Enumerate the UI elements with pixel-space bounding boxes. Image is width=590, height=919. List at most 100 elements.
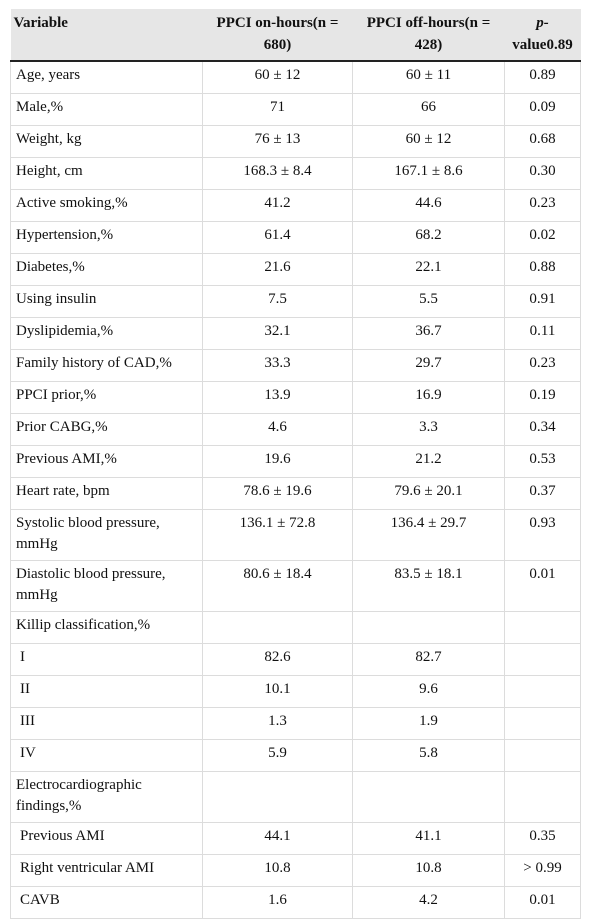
row-label: Killip classification,% xyxy=(10,611,203,644)
off-hours-value: 36.7 xyxy=(352,317,505,350)
on-hours-value: 71 xyxy=(202,93,353,126)
table-row: Right ventricular AMI 10.8 10.8 > 0.99 xyxy=(10,854,581,887)
off-hours-value: 21.2 xyxy=(352,445,505,478)
p-value-header: p-value0.89 xyxy=(504,9,581,62)
off-hours-value: 60 ± 11 xyxy=(352,60,505,94)
row-label: Right ventricular AMI xyxy=(10,854,203,887)
p-value: 0.30 xyxy=(504,157,581,190)
off-hours-value: 82.7 xyxy=(352,643,505,676)
p-value: 0.91 xyxy=(504,285,581,318)
table-row: Previous AMI 44.1 41.1 0.35 xyxy=(10,822,581,855)
p-value: 0.19 xyxy=(504,381,581,414)
table-row: Previous AMI,% 19.6 21.2 0.53 xyxy=(10,445,581,478)
table-row: Male,% 71 66 0.09 xyxy=(10,93,581,126)
on-hours-value: 13.9 xyxy=(202,381,353,414)
p-value: 0.23 xyxy=(504,189,581,222)
p-value: 0.89 xyxy=(504,60,581,94)
off-hours-value: 44.6 xyxy=(352,189,505,222)
table-row: Family history of CAD,% 33.3 29.7 0.23 xyxy=(10,349,581,382)
p-value: 0.93 xyxy=(504,509,581,561)
p-value: 0.37 xyxy=(504,477,581,510)
row-label: PPCI prior,% xyxy=(10,381,203,414)
row-label: III xyxy=(10,707,203,740)
on-hours-value: 78.6 ± 19.6 xyxy=(202,477,353,510)
row-label: Using insulin xyxy=(10,285,203,318)
off-hours-value: 83.5 ± 18.1 xyxy=(352,560,505,612)
row-label: II xyxy=(10,675,203,708)
p-value xyxy=(504,643,581,676)
row-label: Weight, kg xyxy=(10,125,203,158)
table-row: Active smoking,% 41.2 44.6 0.23 xyxy=(10,189,581,222)
table-body: Age, years 60 ± 12 60 ± 11 0.89 Male,% 71 66 0.… xyxy=(10,60,581,919)
p-value xyxy=(504,771,581,823)
p-value: 0.01 xyxy=(504,886,581,919)
on-hours-value: 168.3 ± 8.4 xyxy=(202,157,353,190)
table-row: Height, cm 168.3 ± 8.4 167.1 ± 8.6 0.30 xyxy=(10,157,581,190)
on-hours-value: 19.6 xyxy=(202,445,353,478)
off-hours-value: 5.5 xyxy=(352,285,505,318)
off-hours-value: 16.9 xyxy=(352,381,505,414)
header-row: Variable PPCI on-hours(n = 680) PPCI off… xyxy=(10,9,581,62)
off-hours-value: 1.9 xyxy=(352,707,505,740)
table-row: Diabetes,% 21.6 22.1 0.88 xyxy=(10,253,581,286)
baseline-characteristics-table: Variable PPCI on-hours(n = 680) PPCI off… xyxy=(10,9,581,919)
row-label: Dyslipidemia,% xyxy=(10,317,203,350)
off-hours-value: 60 ± 12 xyxy=(352,125,505,158)
row-label: I xyxy=(10,643,203,676)
on-hours-header: PPCI on-hours(n = 680) xyxy=(202,9,353,62)
row-label: Heart rate, bpm xyxy=(10,477,203,510)
on-hours-value: 10.8 xyxy=(202,854,353,887)
off-hours-value: 10.8 xyxy=(352,854,505,887)
table-row: Age, years 60 ± 12 60 ± 11 0.89 xyxy=(10,60,581,94)
on-hours-value: 4.6 xyxy=(202,413,353,446)
on-hours-value: 76 ± 13 xyxy=(202,125,353,158)
off-hours-value: 3.3 xyxy=(352,413,505,446)
on-hours-value: 82.6 xyxy=(202,643,353,676)
p-value xyxy=(504,739,581,772)
on-hours-value: 80.6 ± 18.4 xyxy=(202,560,353,612)
off-hours-value: 9.6 xyxy=(352,675,505,708)
row-label: Previous AMI xyxy=(10,822,203,855)
off-hours-value: 66 xyxy=(352,93,505,126)
on-hours-value: 1.6 xyxy=(202,886,353,919)
p-value: 0.35 xyxy=(504,822,581,855)
table-row: Systolic blood pressure, mmHg 136.1 ± 72.… xyxy=(10,509,581,561)
row-label: Electrocardiographic findings,% xyxy=(10,771,203,823)
table-row: Dyslipidemia,% 32.1 36.7 0.11 xyxy=(10,317,581,350)
off-hours-value: 136.4 ± 29.7 xyxy=(352,509,505,561)
p-value: 0.09 xyxy=(504,93,581,126)
p-value: 0.88 xyxy=(504,253,581,286)
table-row: Killip classification,% xyxy=(10,611,581,644)
p-value: 0.53 xyxy=(504,445,581,478)
off-hours-value xyxy=(352,771,505,823)
on-hours-value: 7.5 xyxy=(202,285,353,318)
p-value: 0.01 xyxy=(504,560,581,612)
p-value xyxy=(504,611,581,644)
on-hours-value: 21.6 xyxy=(202,253,353,286)
off-hours-header: PPCI off-hours(n = 428) xyxy=(352,9,505,62)
table-row: PPCI prior,% 13.9 16.9 0.19 xyxy=(10,381,581,414)
p-value-header-rest: value0.89 xyxy=(512,37,573,53)
p-value xyxy=(504,675,581,708)
on-hours-value: 5.9 xyxy=(202,739,353,772)
table-row: IV 5.9 5.8 xyxy=(10,739,581,772)
on-hours-value: 60 ± 12 xyxy=(202,60,353,94)
off-hours-value xyxy=(352,611,505,644)
table-row: Heart rate, bpm 78.6 ± 19.6 79.6 ± 20.1 0.3… xyxy=(10,477,581,510)
row-label: Diabetes,% xyxy=(10,253,203,286)
p-value-header-italic: p- xyxy=(536,15,549,31)
table-row: III 1.3 1.9 xyxy=(10,707,581,740)
table-row: II 10.1 9.6 xyxy=(10,675,581,708)
off-hours-value: 79.6 ± 20.1 xyxy=(352,477,505,510)
table-row: Prior CABG,% 4.6 3.3 0.34 xyxy=(10,413,581,446)
table-row: CAVB 1.6 4.2 0.01 xyxy=(10,886,581,919)
row-label: Hypertension,% xyxy=(10,221,203,254)
on-hours-value: 41.2 xyxy=(202,189,353,222)
row-label: Systolic blood pressure, mmHg xyxy=(10,509,203,561)
row-label: IV xyxy=(10,739,203,772)
p-value: 0.68 xyxy=(504,125,581,158)
on-hours-value: 10.1 xyxy=(202,675,353,708)
on-hours-value xyxy=(202,771,353,823)
table-row: Weight, kg 76 ± 13 60 ± 12 0.68 xyxy=(10,125,581,158)
on-hours-value: 61.4 xyxy=(202,221,353,254)
